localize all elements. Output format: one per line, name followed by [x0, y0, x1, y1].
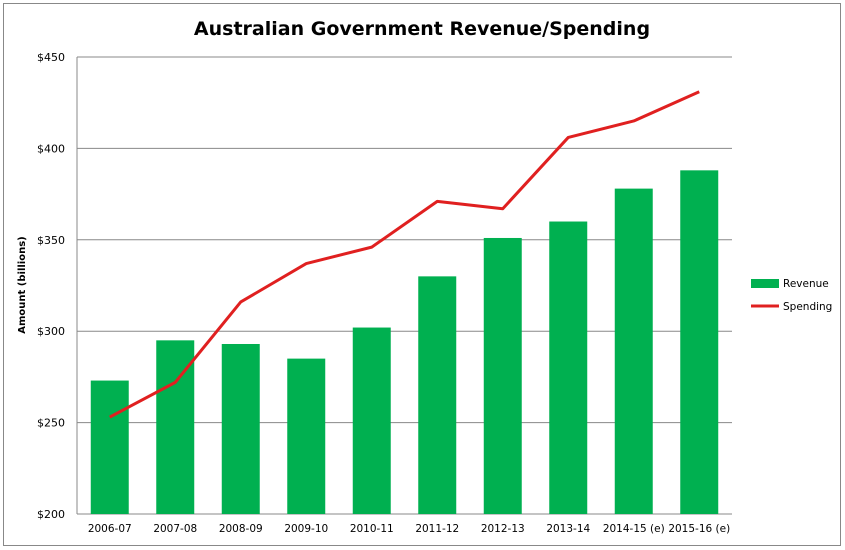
revenue-bar — [90, 380, 129, 514]
revenue-bar — [614, 188, 653, 514]
x-tick-label: 2013-14 — [546, 523, 590, 535]
revenue-bar — [221, 343, 260, 514]
revenue-bar — [287, 358, 326, 514]
revenue-bar — [483, 237, 522, 515]
x-tick-label: 2006-07 — [88, 523, 132, 535]
x-tick-label: 2014-15 (e) — [603, 523, 665, 535]
x-tick-label: 2008-09 — [219, 523, 263, 535]
y-axis-label: Amount (billions) — [17, 236, 28, 333]
y-tick-label: $250 — [37, 417, 65, 430]
revenue-bar — [549, 221, 588, 514]
y-tick-label: $450 — [37, 51, 65, 64]
x-tick-label: 2011-12 — [415, 523, 459, 535]
y-tick-label: $200 — [37, 508, 65, 521]
chart-title: Australian Government Revenue/Spending — [194, 18, 650, 40]
y-tick-label: $350 — [37, 234, 65, 247]
x-tick-label: 2007-08 — [153, 523, 197, 535]
y-tick-label: $300 — [37, 325, 65, 338]
x-tick-label: 2009-10 — [284, 523, 328, 535]
x-tick-label: 2010-11 — [350, 523, 394, 535]
revenue-bar — [418, 276, 457, 514]
legend-label-revenue: Revenue — [783, 278, 829, 290]
revenue-bar — [156, 340, 195, 514]
revenue-bar — [352, 327, 391, 514]
x-tick-label: 2015-16 (e) — [668, 523, 730, 535]
legend-swatch-revenue — [751, 279, 779, 288]
x-tick-label: 2012-13 — [481, 523, 525, 535]
y-tick-label: $400 — [37, 142, 65, 155]
legend-label-spending: Spending — [783, 301, 832, 313]
revenue-bar — [680, 170, 719, 514]
spending-line — [109, 90, 700, 419]
chart-frame — [3, 3, 841, 546]
